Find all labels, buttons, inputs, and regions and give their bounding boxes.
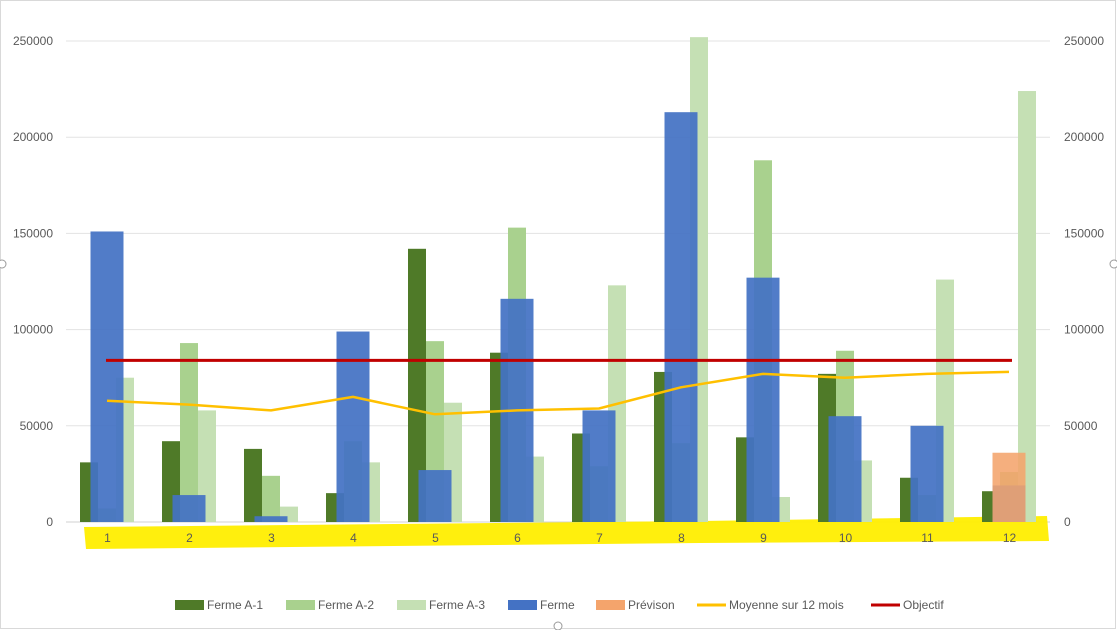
bar-ferme-1 (90, 231, 124, 522)
y-tick-label-right: 250000 (1064, 34, 1104, 48)
bars (80, 37, 1036, 523)
legend-label: Ferme A-1 (207, 598, 263, 612)
highlighter-stroke (84, 516, 1049, 549)
bar-ferme-10 (828, 416, 862, 522)
bar-ferme-11 (910, 425, 944, 522)
y-tick-label-left: 100000 (13, 323, 53, 337)
bar-ferme-7 (582, 410, 616, 522)
x-tick-label: 1 (104, 531, 111, 545)
x-tick-label: 7 (596, 531, 603, 545)
legend-item: Ferme A-1 (175, 598, 263, 612)
x-tick-label: 4 (350, 531, 357, 545)
y-tick-label-left: 200000 (13, 130, 53, 144)
highlighter-mark (84, 516, 1049, 549)
bar-ferme-4 (336, 331, 370, 522)
legend-swatch (397, 600, 426, 610)
resize-handle-left[interactable] (0, 259, 7, 269)
bar-ferme-a-3-2 (198, 410, 216, 522)
x-tick-label: 10 (839, 531, 853, 545)
legend-label: Ferme (540, 598, 575, 612)
legend-label: Objectif (903, 598, 944, 612)
x-tick-label: 11 (921, 531, 934, 545)
legend-item: Prévison (596, 598, 675, 612)
bar-ferme-a-2-2 (180, 343, 198, 522)
x-tick-label: 9 (760, 531, 767, 545)
y-tick-label-right: 150000 (1064, 226, 1104, 240)
bar-ferme-a-1-5 (408, 248, 426, 523)
y-tick-label-right: 200000 (1064, 130, 1104, 144)
bar-ferme-a-2-3 (262, 475, 280, 522)
line-moyenne-sur-12-mois (106, 370, 1010, 416)
resize-handle-right[interactable] (1109, 259, 1117, 269)
legend-item: Ferme (508, 598, 575, 612)
legend-item: Moyenne sur 12 mois (697, 598, 844, 612)
bar-ferme-a-1-3 (244, 448, 262, 522)
legend-label: Prévison (628, 598, 675, 612)
legend-swatch (286, 600, 315, 610)
y-tick-label-right: 100000 (1064, 323, 1104, 337)
bar-pr-vison-12 (992, 452, 1026, 522)
bar-ferme-5 (418, 470, 452, 522)
bar-ferme-8 (664, 112, 698, 523)
x-tick-label: 5 (432, 531, 439, 545)
y-tick-label-right: 50000 (1064, 419, 1098, 433)
legend: Ferme A-1 Ferme A-2 Ferme A-3 Ferme Prévison… (175, 598, 944, 612)
legend-label: Ferme A-2 (318, 598, 374, 612)
bar-ferme-a-3-12 (1018, 91, 1036, 523)
bar-ferme-3 (254, 516, 288, 522)
y-tick-label-left: 0 (46, 515, 53, 529)
legend-swatch (175, 600, 204, 610)
x-tick-label: 12 (1003, 531, 1017, 545)
legend-item: Objectif (871, 598, 944, 612)
bar-ferme-9 (746, 277, 780, 522)
legend-item: Ferme A-3 (397, 598, 485, 612)
legend-item: Ferme A-2 (286, 598, 374, 612)
resize-handle-bottom[interactable] (553, 621, 563, 631)
legend-swatch (508, 600, 537, 610)
x-tick-label: 3 (268, 531, 275, 545)
x-tick-label: 6 (514, 531, 521, 545)
x-tick-label: 2 (186, 531, 193, 545)
lines (106, 358, 1012, 416)
legend-label: Moyenne sur 12 mois (729, 598, 844, 612)
axis-labels: 0 0 50000 50000 100000 100000 150000 150000 2000… (13, 34, 1104, 545)
y-tick-label-left: 150000 (13, 226, 53, 240)
legend-label: Ferme A-3 (429, 598, 485, 612)
x-tick-label: 8 (678, 531, 685, 545)
y-tick-label-left: 50000 (20, 419, 54, 433)
y-tick-label-left: 250000 (13, 34, 53, 48)
bar-ferme-2 (172, 495, 206, 522)
legend-swatch (596, 600, 625, 610)
y-tick-label-right: 0 (1064, 515, 1071, 529)
